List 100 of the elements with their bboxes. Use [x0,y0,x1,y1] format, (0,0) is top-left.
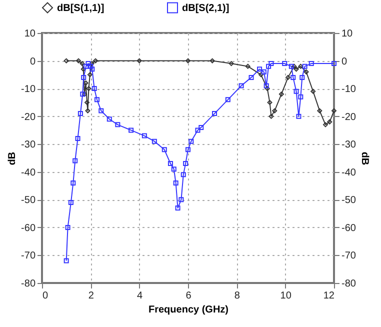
x-tick-label: 10 [280,290,292,302]
point [65,224,70,230]
y-tick-label: -50 [21,195,36,206]
line-series [64,58,336,128]
point [332,61,336,66]
point [168,161,173,166]
x-tick-label: 6 [186,290,192,302]
x-tick-label: 2 [88,290,94,302]
point [88,64,94,69]
point [115,122,120,128]
point [86,61,91,66]
point [178,197,184,202]
point [186,147,190,152]
point [238,83,244,88]
legend-label: dB[S(2,1)] [182,2,230,14]
point [292,64,297,69]
point [94,97,100,102]
point [75,136,80,142]
y2-tick-label: 0 [342,56,348,68]
point [304,69,309,74]
point [64,58,69,64]
point [85,108,90,114]
point [245,64,250,69]
y-tick-label: -20 [21,112,36,123]
point [195,128,200,133]
point [198,124,204,130]
point [212,111,218,116]
y-tick-label: -80 [21,278,36,290]
point [142,133,147,138]
point [290,74,296,80]
point [72,158,78,164]
point [210,58,215,64]
point [90,66,95,72]
point [272,108,278,114]
x-axis-title: Frequency (GHz) [148,304,229,316]
point [81,74,86,80]
point [152,138,157,144]
point [258,72,264,78]
point [310,88,316,94]
point [332,108,336,114]
y-tick-label: -40 [21,167,36,178]
point [264,83,269,88]
point [188,138,194,144]
y2-tick-label: -20 [342,112,356,123]
point [183,161,188,166]
y-tick-label: 10 [24,28,36,40]
point [317,108,322,114]
point [282,61,288,66]
y2-tick-label: -10 [342,84,356,96]
point [286,74,291,80]
point [302,64,308,69]
y2-axis-title: dB [358,152,370,166]
point [87,72,92,78]
point [78,111,83,116]
y2-tick-label: -50 [342,195,356,206]
point [298,94,304,100]
point [264,86,270,92]
point [80,61,85,66]
point [294,66,299,72]
point [83,80,88,86]
point [89,61,94,66]
y-tick-label: -30 [21,140,36,151]
point [93,58,98,64]
line-series [64,61,336,264]
point [136,58,142,64]
y-tick-label: -10 [21,84,36,96]
point [106,116,112,122]
y2-tick-label: -60 [342,222,356,234]
y2-tick-label: 10 [342,28,354,40]
point [84,100,90,105]
point [162,147,167,152]
point [296,114,302,119]
point [98,108,104,114]
x-tick-label: 0 [42,290,48,302]
point [80,66,86,72]
point [180,172,186,178]
y2-tick-label: -80 [342,278,356,290]
point [225,97,230,102]
point [322,122,328,128]
y2-tick-label: -70 [342,250,356,262]
point [294,88,299,94]
point [268,61,274,66]
y-axis-title: dB [7,152,18,166]
point [300,74,305,80]
point [173,180,178,186]
x-tick-label: 4 [137,290,144,302]
point [278,92,284,97]
point [327,119,332,124]
point [266,64,272,69]
point [84,64,89,69]
point [257,66,262,72]
point [76,58,81,64]
point [261,69,266,74]
point [171,166,176,172]
y-tick-label: -70 [21,250,36,262]
point [267,100,272,105]
point [186,58,190,64]
point [268,114,274,119]
point [86,86,92,92]
point [92,86,97,92]
